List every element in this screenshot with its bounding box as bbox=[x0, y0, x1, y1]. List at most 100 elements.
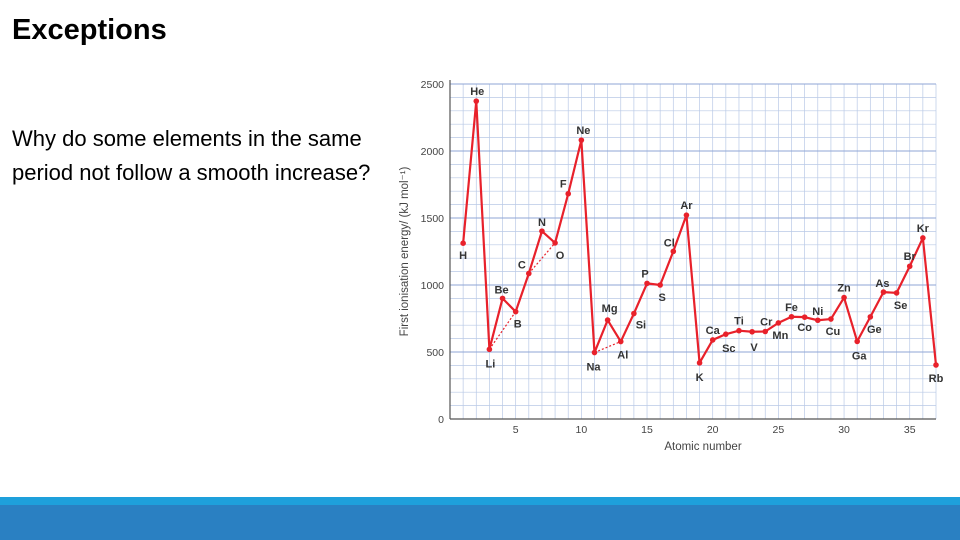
slide-body-text: Why do some elements in the same period … bbox=[12, 126, 371, 185]
point-label-zn: Zn bbox=[837, 283, 851, 295]
data-point bbox=[828, 316, 834, 322]
ionisation-energy-chart: 0 500 1000 1500 2000 2500 5 10 15 20 25 30 35 H He Li B… bbox=[392, 72, 948, 460]
point-label-he: He bbox=[470, 86, 484, 98]
slide-title: Exceptions bbox=[12, 14, 167, 46]
point-label-be: Be bbox=[495, 284, 509, 296]
data-point bbox=[683, 212, 690, 218]
point-label-al: Al bbox=[617, 350, 628, 362]
data-point bbox=[499, 295, 506, 302]
data-point bbox=[526, 270, 532, 277]
point-label-ar: Ar bbox=[680, 200, 693, 212]
data-point bbox=[512, 308, 519, 315]
point-label-ga: Ga bbox=[852, 350, 868, 362]
data-point bbox=[486, 346, 493, 353]
data-point bbox=[880, 289, 887, 295]
point-label-ca: Ca bbox=[706, 325, 721, 337]
data-point bbox=[841, 294, 847, 301]
dotted-trend-lines bbox=[488, 242, 621, 354]
point-label-f: F bbox=[560, 179, 567, 191]
x-tick-label: 30 bbox=[838, 424, 850, 436]
point-label-co: Co bbox=[797, 322, 812, 334]
x-tick-label: 35 bbox=[904, 424, 916, 436]
x-tick-label: 20 bbox=[707, 424, 719, 436]
point-label-n: N bbox=[538, 217, 546, 229]
data-point bbox=[578, 137, 585, 143]
data-point bbox=[670, 248, 677, 255]
data-point bbox=[565, 190, 572, 197]
x-tick-label: 5 bbox=[513, 424, 519, 436]
data-point bbox=[893, 290, 900, 296]
point-label-na: Na bbox=[586, 362, 601, 374]
point-label-k: K bbox=[696, 372, 704, 384]
data-point bbox=[591, 349, 598, 356]
point-label-cl: Cl bbox=[664, 237, 675, 249]
x-tick-label: 10 bbox=[576, 424, 588, 436]
point-label-cu: Cu bbox=[826, 326, 841, 338]
y-tick-label: 1500 bbox=[421, 213, 445, 225]
x-axis-label: Atomic number bbox=[664, 441, 742, 453]
point-label-s: S bbox=[658, 292, 665, 304]
data-point bbox=[814, 317, 821, 324]
footer-accent-strip bbox=[0, 497, 960, 505]
point-label-sc: Sc bbox=[722, 343, 735, 355]
point-label-rb: Rb bbox=[929, 373, 944, 385]
data-point bbox=[657, 282, 663, 288]
data-point bbox=[473, 98, 480, 104]
data-point bbox=[552, 240, 558, 246]
point-label-mn: Mn bbox=[772, 330, 788, 342]
data-point bbox=[709, 337, 716, 343]
data-point bbox=[736, 327, 742, 334]
y-tick-label: 1000 bbox=[421, 280, 445, 292]
point-label-li: Li bbox=[486, 358, 496, 370]
y-tick-label: 500 bbox=[426, 347, 444, 359]
y-tick-label: 0 bbox=[438, 414, 444, 426]
data-point bbox=[801, 314, 808, 320]
point-label-mg: Mg bbox=[602, 303, 618, 315]
data-point bbox=[539, 228, 545, 234]
footer-band bbox=[0, 497, 960, 540]
point-label-p: P bbox=[641, 268, 648, 280]
data-point bbox=[644, 280, 650, 287]
data-point bbox=[920, 235, 926, 241]
point-label-ti: Ti bbox=[734, 316, 744, 328]
dotted-trend-line bbox=[528, 242, 556, 274]
y-axis-label: First ionisation energy/ (kJ mol⁻¹) bbox=[399, 166, 411, 336]
data-point bbox=[867, 314, 874, 320]
data-point bbox=[933, 362, 939, 368]
point-label-ni: Ni bbox=[812, 306, 823, 318]
point-label-h: H bbox=[459, 250, 467, 262]
x-tick-label: 15 bbox=[641, 424, 653, 436]
point-label-se: Se bbox=[894, 300, 907, 312]
data-point bbox=[460, 240, 466, 246]
data-point bbox=[696, 360, 703, 366]
y-tick-label: 2500 bbox=[421, 79, 445, 91]
y-tick-label: 2000 bbox=[421, 146, 445, 158]
point-label-b: B bbox=[514, 319, 522, 331]
point-label-si: Si bbox=[636, 320, 646, 332]
point-label-cr: Cr bbox=[760, 316, 773, 328]
data-point bbox=[723, 331, 729, 337]
chart-svg: 0 500 1000 1500 2000 2500 5 10 15 20 25 30 35 H He Li B… bbox=[399, 79, 944, 453]
series bbox=[460, 98, 939, 368]
data-point bbox=[762, 328, 769, 335]
data-point bbox=[775, 320, 782, 326]
data-point bbox=[604, 317, 611, 323]
data-point bbox=[631, 310, 637, 317]
point-label-as: As bbox=[875, 278, 889, 290]
data-point bbox=[749, 328, 755, 335]
point-label-br: Br bbox=[904, 251, 917, 263]
data-point bbox=[906, 263, 913, 270]
data-point bbox=[788, 313, 795, 320]
data-point bbox=[854, 338, 860, 345]
dotted-trend-line bbox=[594, 340, 621, 354]
point-label-fe: Fe bbox=[785, 302, 798, 314]
x-tick-label: 25 bbox=[773, 424, 785, 436]
data-point bbox=[617, 338, 624, 345]
point-label-c: C bbox=[518, 259, 526, 271]
grid bbox=[449, 83, 937, 420]
point-label-kr: Kr bbox=[917, 223, 930, 235]
point-label-o: O bbox=[556, 250, 565, 262]
axes: 0 500 1000 1500 2000 2500 5 10 15 20 25 30 35 bbox=[421, 79, 936, 436]
point-label-v: V bbox=[750, 342, 758, 354]
